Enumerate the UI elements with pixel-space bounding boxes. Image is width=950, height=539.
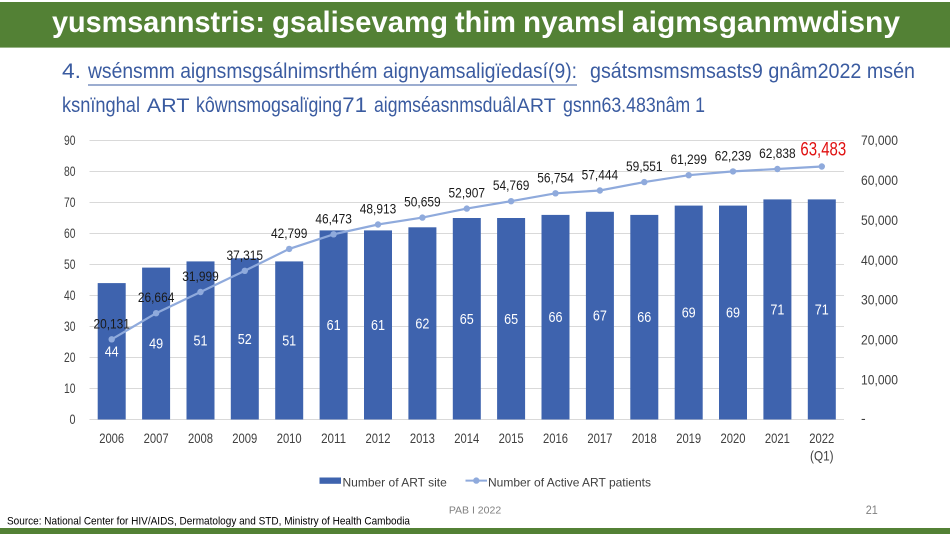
svg-text:PAB I 2022: PAB I 2022 (449, 505, 502, 517)
svg-text:2021: 2021 (765, 430, 790, 446)
svg-text:69: 69 (726, 306, 740, 322)
svg-text:Source: National Center for HI: Source: National Center for HIV/AIDS, De… (7, 516, 411, 528)
svg-text:62: 62 (415, 316, 429, 332)
svg-text:ART: ART (147, 96, 190, 117)
svg-text:37,315: 37,315 (227, 248, 264, 263)
svg-text:(Q1): (Q1) (810, 448, 834, 464)
svg-text:Number of Active ART patients: Number of Active ART patients (488, 475, 651, 489)
svg-text:21: 21 (866, 503, 878, 517)
svg-text:aigmséasnmsduâl: aigmséasnmsduâl (374, 94, 516, 117)
svg-text:60: 60 (64, 225, 76, 241)
svg-text:46,473: 46,473 (315, 211, 352, 226)
svg-text:31,999: 31,999 (182, 269, 219, 284)
svg-text:2011: 2011 (321, 430, 346, 446)
svg-text:48,913: 48,913 (360, 202, 397, 217)
svg-text:42,799: 42,799 (271, 226, 308, 241)
svg-text:30: 30 (64, 318, 76, 334)
svg-text:2015: 2015 (499, 430, 524, 446)
svg-text:30,000: 30,000 (861, 292, 898, 308)
svg-text:gsátsmsmsmsasts9 gnâm2022 msén: gsátsmsmsmsasts9 gnâm2022 msén (590, 60, 915, 83)
svg-text:50,659: 50,659 (404, 195, 441, 210)
svg-text:54,769: 54,769 (493, 178, 530, 193)
svg-text:Number of ART site: Number of ART site (343, 475, 448, 489)
svg-text:kôwnsmogsalïging: kôwnsmogsalïging (196, 94, 342, 117)
svg-text:26,664: 26,664 (138, 290, 175, 305)
svg-text:10: 10 (64, 380, 76, 396)
svg-text:2006: 2006 (99, 430, 124, 446)
svg-text:71: 71 (342, 94, 367, 117)
svg-text:aigmsganmwdisny: aigmsganmwdisny (632, 6, 900, 39)
svg-text:62,239: 62,239 (715, 148, 752, 163)
svg-text:2018: 2018 (632, 430, 657, 446)
svg-text:2013: 2013 (410, 430, 435, 446)
svg-text:2016: 2016 (543, 430, 568, 446)
svg-text:80: 80 (64, 163, 76, 179)
svg-text:59,551: 59,551 (626, 159, 663, 174)
svg-text:66: 66 (637, 310, 651, 326)
svg-text:61: 61 (327, 318, 341, 334)
svg-text:44: 44 (105, 344, 119, 360)
svg-text:2020: 2020 (721, 430, 746, 446)
svg-text:2008: 2008 (188, 430, 213, 446)
svg-text:67: 67 (593, 309, 607, 325)
svg-text:66: 66 (549, 310, 563, 326)
svg-text:2010: 2010 (277, 430, 302, 446)
svg-text:40,000: 40,000 (861, 252, 898, 268)
svg-text:40: 40 (64, 287, 76, 303)
svg-text:61: 61 (371, 318, 385, 334)
svg-text:71: 71 (770, 302, 784, 318)
svg-text:2019: 2019 (676, 430, 701, 446)
svg-text:51: 51 (282, 333, 296, 349)
svg-text:65: 65 (460, 312, 474, 328)
svg-text:0: 0 (70, 411, 76, 427)
svg-text:gsnn63.483nâm 1: gsnn63.483nâm 1 (563, 94, 705, 117)
svg-text:10,000: 10,000 (861, 371, 898, 387)
svg-text:56,754: 56,754 (537, 170, 574, 185)
svg-text:49: 49 (149, 337, 163, 353)
svg-text:52,907: 52,907 (449, 186, 486, 201)
svg-text:yusmsannstris:: yusmsannstris: (52, 6, 265, 39)
svg-text:2017: 2017 (587, 430, 612, 446)
svg-text:51: 51 (194, 333, 208, 349)
svg-text:57,444: 57,444 (582, 168, 619, 183)
svg-text:2012: 2012 (366, 430, 391, 446)
svg-text:71: 71 (815, 302, 829, 318)
svg-text:60,000: 60,000 (861, 172, 898, 188)
svg-text:52: 52 (238, 332, 252, 348)
svg-text:-: - (861, 410, 866, 426)
svg-text:thim: thim (455, 6, 516, 39)
svg-text:70,000: 70,000 (861, 132, 898, 148)
svg-text:4.: 4. (62, 60, 81, 83)
svg-text:20,000: 20,000 (861, 332, 898, 348)
svg-text:2007: 2007 (144, 430, 169, 446)
svg-text:20: 20 (64, 349, 76, 365)
svg-text:50,000: 50,000 (861, 212, 898, 228)
svg-text:20,131: 20,131 (93, 316, 130, 331)
svg-text:gsalisevamg: gsalisevamg (272, 6, 448, 39)
svg-text:63,483: 63,483 (800, 139, 846, 160)
svg-text:2014: 2014 (454, 430, 479, 446)
svg-text:nyamsl: nyamsl (523, 6, 625, 39)
svg-text:50: 50 (64, 256, 76, 272)
svg-text:70: 70 (64, 194, 76, 210)
svg-text:90: 90 (64, 132, 76, 148)
svg-text:65: 65 (504, 312, 518, 328)
svg-text:2022: 2022 (809, 430, 834, 446)
svg-text:2009: 2009 (232, 430, 257, 446)
svg-text:61,299: 61,299 (670, 152, 707, 167)
svg-text:69: 69 (682, 306, 696, 322)
svg-text:ART: ART (517, 96, 556, 117)
svg-text:ksnïnghal: ksnïnghal (62, 94, 140, 117)
svg-text:62,838: 62,838 (759, 146, 796, 161)
svg-text:wsénsmm aignsmsgsálnimsrthém a: wsénsmm aignsmsgsálnimsrthém aignyamsali… (87, 60, 577, 83)
